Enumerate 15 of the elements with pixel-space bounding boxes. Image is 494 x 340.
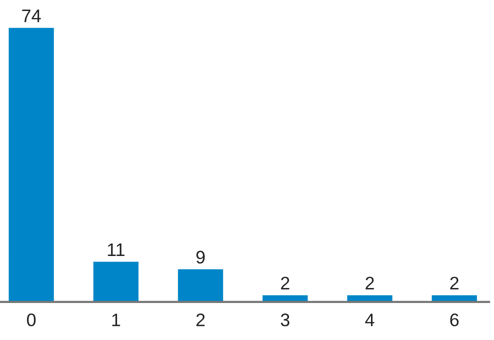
bar (7, 26, 56, 302)
bar (176, 268, 224, 302)
data-label: 9 (196, 250, 205, 264)
x-tick-label: 0 (26, 314, 36, 326)
data-label: 2 (366, 276, 374, 290)
x-tick-label: 1 (112, 314, 120, 326)
data-label: 2 (450, 276, 458, 290)
x-tick-label: 3 (280, 314, 290, 326)
data-label: 74 (22, 10, 41, 22)
x-tick-label: 2 (196, 314, 205, 326)
x-tick-label: 4 (365, 314, 374, 326)
x-tick-label: 6 (450, 314, 459, 326)
bar (92, 260, 140, 302)
data-label: 2 (281, 276, 290, 290)
data-label: 11 (108, 244, 124, 256)
